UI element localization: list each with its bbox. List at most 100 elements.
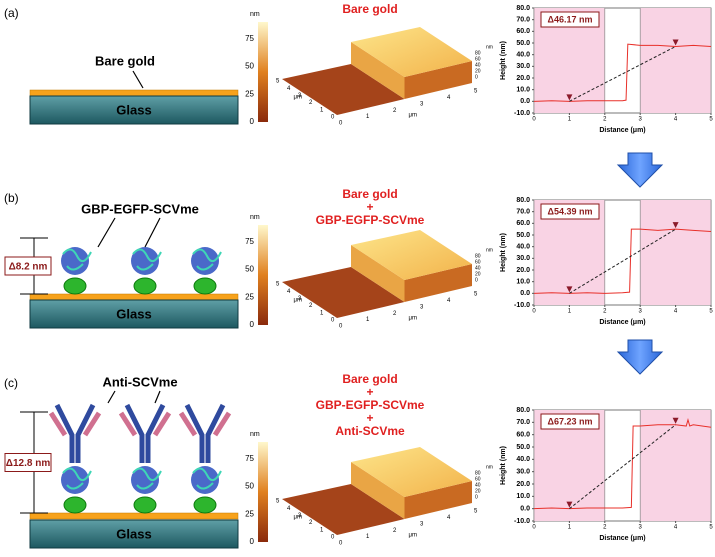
y-tick-label: 30.0 xyxy=(516,469,530,476)
egfp-helix xyxy=(192,467,222,490)
cursor-marker xyxy=(566,501,573,508)
colorbar xyxy=(258,442,268,542)
x-tick-label: 0 xyxy=(532,309,536,315)
afm-front-face xyxy=(404,61,472,99)
afm-x-tick: 4 xyxy=(447,515,451,521)
pointer xyxy=(154,390,161,404)
antibody xyxy=(184,403,226,463)
x-axis-label: Distance (μm) xyxy=(599,535,645,542)
panel-label: (a) xyxy=(4,6,19,20)
afm-x-tick: 3 xyxy=(420,304,424,310)
glass-substrate xyxy=(29,519,239,549)
afm-z-tick: 60 xyxy=(475,476,481,482)
afm-z-unit: nm xyxy=(486,464,493,470)
afm-title: Bare gold xyxy=(342,2,397,16)
shaded-region xyxy=(640,410,711,521)
annotation: Δ46.17 nm xyxy=(548,14,593,24)
x-tick-label: 4 xyxy=(674,525,678,531)
annotation-box xyxy=(540,11,600,28)
afm-x-tick: 0 xyxy=(339,121,343,127)
cursor-marker xyxy=(566,94,573,101)
afm-x-tick: 2 xyxy=(393,108,397,114)
x-tick-label: 3 xyxy=(639,309,643,315)
y-tick-label: 80.0 xyxy=(516,407,530,414)
afm-y-tick: 2 xyxy=(309,100,313,106)
x-tick-label: 3 xyxy=(639,117,643,123)
colorbar-unit: nm xyxy=(250,431,260,438)
x-axis-label: Distance (μm) xyxy=(599,319,645,326)
afm-x-tick: 3 xyxy=(420,521,424,527)
afm-y-tick: 0 xyxy=(331,535,335,541)
afm-title: + xyxy=(366,385,373,399)
y-tick-label: 20.0 xyxy=(516,267,530,274)
colorbar-tick-label: 0 xyxy=(250,537,255,546)
cursor-marker xyxy=(672,39,679,46)
colorbar xyxy=(258,22,268,122)
egfp-helix xyxy=(62,467,92,490)
glass-substrate xyxy=(29,95,239,125)
afm-z-tick: 0 xyxy=(475,74,478,80)
egfp-helix xyxy=(132,248,162,271)
egfp-helix xyxy=(192,248,222,271)
afm-y-unit: μm xyxy=(294,515,302,521)
colorbar-tick-label: 50 xyxy=(245,62,254,71)
cursor-marker xyxy=(566,286,573,293)
gbp-protein xyxy=(63,277,87,295)
y-tick-label: 50.0 xyxy=(516,232,530,239)
substrate-label: Glass xyxy=(116,306,151,321)
afm-z-tick: 20 xyxy=(475,488,481,494)
colorbar-tick-label: 25 xyxy=(245,292,254,301)
x-axis-label: Distance (μm) xyxy=(599,127,645,134)
afm-x-tick: 2 xyxy=(393,311,397,317)
colorbar-tick-label: 75 xyxy=(245,34,254,43)
afm-z-tick: 0 xyxy=(475,494,478,500)
afm-floor xyxy=(282,267,405,318)
annotation: Δ54.39 nm xyxy=(548,206,593,216)
antibody xyxy=(54,403,96,463)
y-tick-label: 10.0 xyxy=(516,493,530,500)
marker-link xyxy=(569,424,676,510)
afm-x-unit: μm xyxy=(409,316,417,322)
afm-title: Bare gold xyxy=(342,187,397,201)
colorbar-tick-label: 75 xyxy=(245,237,254,246)
x-tick-label: 0 xyxy=(532,525,536,531)
afm-y-tick: 2 xyxy=(309,520,313,526)
x-tick-label: 5 xyxy=(709,117,713,123)
substrate-label: Glass xyxy=(116,102,151,117)
y-tick-label: 20.0 xyxy=(516,75,530,82)
y-tick-label: -10.0 xyxy=(514,302,530,309)
annotation: Δ67.23 nm xyxy=(548,416,593,426)
colorbar xyxy=(258,225,268,325)
gbp-protein xyxy=(133,277,157,295)
afm-y-tick: 1 xyxy=(320,527,324,533)
x-tick-label: 1 xyxy=(568,117,572,123)
y-tick-label: -10.0 xyxy=(514,518,530,525)
antibody-light xyxy=(178,411,232,437)
egfp-helix xyxy=(132,467,162,490)
afm-floor xyxy=(282,484,405,535)
pointer xyxy=(132,70,144,89)
egfp-helix xyxy=(62,248,92,271)
pointer xyxy=(97,217,116,248)
y-axis-label: Height (nm) xyxy=(500,233,507,272)
y-tick-label: 10.0 xyxy=(516,279,530,286)
glass-substrate xyxy=(29,299,239,329)
x-tick-label: 1 xyxy=(568,525,572,531)
antibody-light xyxy=(118,411,172,437)
afm-z-unit: nm xyxy=(486,247,493,253)
afm-floor xyxy=(282,64,405,115)
afm-z-tick: 20 xyxy=(475,68,481,74)
substrate-label: Glass xyxy=(116,526,151,541)
flow-arrow xyxy=(616,152,664,375)
y-tick-label: 30.0 xyxy=(516,255,530,262)
gbp-protein xyxy=(193,496,217,514)
y-tick-label: 0.0 xyxy=(520,290,530,297)
x-tick-label: 2 xyxy=(603,309,607,315)
y-tick-label: 30.0 xyxy=(516,63,530,70)
afm-x-tick: 1 xyxy=(366,534,370,540)
afm-title: + xyxy=(366,200,373,214)
afm-title: GBP-EGFP-SCVme xyxy=(316,398,425,412)
y-tick-label: 40.0 xyxy=(516,52,530,59)
